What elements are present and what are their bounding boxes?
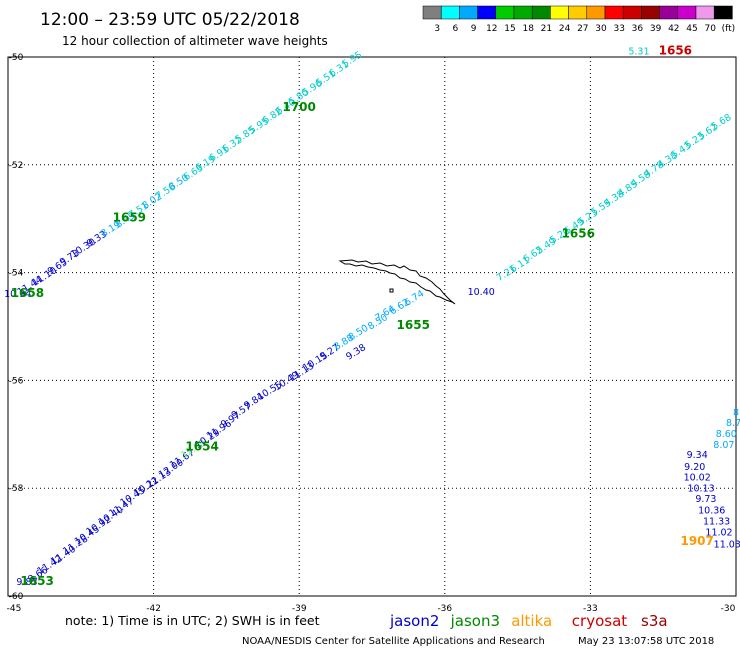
legend-swatch (586, 5, 606, 20)
satellite-cryosat: cryosat (572, 612, 627, 630)
legend-label: 30 (595, 24, 607, 34)
y-tick-label: -54 (9, 269, 24, 279)
time-label: 1656 (562, 227, 595, 241)
wave-height-label: 9.20 (684, 462, 705, 473)
satellite-jason2: jason2 (389, 612, 439, 630)
legend-label: 70 (704, 24, 716, 34)
legend-swatch (550, 5, 569, 20)
legend-swatch (568, 5, 588, 20)
satellite-key: jason2 jason3 altika cryosat s3a (389, 612, 668, 630)
x-tick-label: -39 (292, 604, 307, 614)
y-tick-label: -56 (9, 376, 24, 386)
legend-swatch (695, 5, 715, 20)
y-tick-label: -50 (9, 53, 24, 63)
y-tick-label: -58 (9, 484, 24, 494)
credit-left: NOAA/NESDIS Center for Satellite Applica… (242, 636, 545, 647)
legend-label: 18 (522, 24, 534, 34)
legend-label: 42 (668, 24, 679, 34)
legend-label: 12 (486, 24, 497, 34)
legend-label: 45 (686, 24, 697, 34)
wave-height-label: 10.94 (4, 289, 31, 300)
x-tick-label: -42 (146, 604, 161, 614)
satellite-jason3: jason3 (450, 612, 500, 630)
satellite-altika: altika (511, 612, 552, 630)
time-label: 1659 (113, 210, 146, 224)
time-label: 1653 (20, 574, 53, 588)
legend-swatch (477, 5, 497, 20)
x-tick-label: -36 (437, 604, 452, 614)
wave-height-label: 5.31 (628, 46, 649, 57)
x-tick-label: -45 (7, 604, 22, 614)
legend-swatch (622, 5, 642, 20)
wave-height-label: 11.03 (714, 539, 740, 550)
wave-height-labels: 9.839.6611.4211.4011.2810.4510.9210.4011… (4, 46, 740, 588)
chart-subtitle: 12 hour collection of altimeter wave hei… (62, 34, 328, 48)
legend-label: 3 (434, 24, 440, 34)
legend-label: 36 (632, 24, 644, 34)
legend-swatch (440, 5, 460, 20)
wave-height-label: 10.02 (684, 473, 711, 484)
wave-height-label: 5.68 (710, 112, 734, 133)
legend-label: 21 (541, 24, 552, 34)
chart-title: 12:00 – 23:59 UTC 05/22/2018 (40, 10, 300, 30)
legend-label: 6 (453, 24, 459, 34)
wave-height-label: 10.13 (687, 483, 714, 494)
time-labels: 1653 1654 1655 1656 1658 1659 1700 1656 1907 (11, 43, 714, 588)
wave-height-label: 9.73 (695, 494, 716, 505)
wave-height-label: 8.07 (713, 440, 734, 451)
coastline-outline (338, 259, 456, 305)
footnote: note: 1) Time is in UTC; 2) SWH is in fe… (65, 613, 320, 628)
legend-swatch (659, 5, 679, 20)
time-label: 1907 (680, 534, 713, 548)
time-label: 1658 (11, 286, 44, 300)
legend-label: 24 (559, 24, 571, 34)
time-label: 1655 (397, 318, 430, 332)
wave-height-label: 8.7 (726, 418, 740, 429)
legend-label: 33 (613, 24, 624, 34)
satellite-s3a: s3a (641, 612, 668, 630)
legend-swatch (513, 5, 533, 20)
wave-height-label: 11.33 (703, 516, 730, 527)
legend-swatch (495, 5, 515, 20)
y-tick-label: -60 (9, 592, 24, 602)
legend-swatch (604, 5, 624, 20)
wave-height-label: 11.02 (705, 528, 732, 539)
legend-label: 15 (504, 24, 515, 34)
wave-height-label: 9.34 (687, 450, 708, 461)
x-tick-label: -30 (721, 604, 736, 614)
legend-label: (ft) (722, 24, 736, 34)
wave-height-label: 8.60 (716, 429, 737, 440)
legend-label: 27 (577, 24, 588, 34)
legend-swatch (422, 5, 442, 20)
time-label: 1656 (659, 43, 692, 57)
wave-height-label: 5.95 (340, 49, 364, 70)
legend-swatch (713, 5, 733, 20)
time-label: 1700 (282, 100, 315, 114)
wave-height-label: 10.36 (698, 506, 725, 517)
wave-height-label: 10.40 (468, 287, 495, 298)
legend-label: 9 (471, 24, 477, 34)
wave-height-label: 6.74 (402, 288, 426, 309)
legend-swatch (531, 5, 551, 20)
legend-swatch (641, 5, 660, 20)
color-legend: 3 6 9 12 15 18 21 24 27 30 33 36 39 42 45 70 (ft) (422, 5, 736, 34)
legend-label: 39 (650, 24, 662, 34)
wave-height-label: 8 (733, 407, 739, 418)
map-grid (7, 56, 737, 597)
plot-frame (7, 56, 737, 597)
time-label: 1654 (185, 439, 218, 453)
y-tick-label: -52 (9, 161, 24, 171)
legend-swatch (677, 5, 697, 20)
x-tick-label: -33 (583, 604, 598, 614)
legend-swatch (459, 5, 478, 20)
credit-right: May 23 13:07:58 UTC 2018 (578, 636, 714, 647)
wave-height-label: 9.83 (16, 577, 37, 588)
axis-ticks: -45 -42 -39 -36 -33 -30 -50 -52 -54 -56 -58 -60 (7, 53, 736, 614)
